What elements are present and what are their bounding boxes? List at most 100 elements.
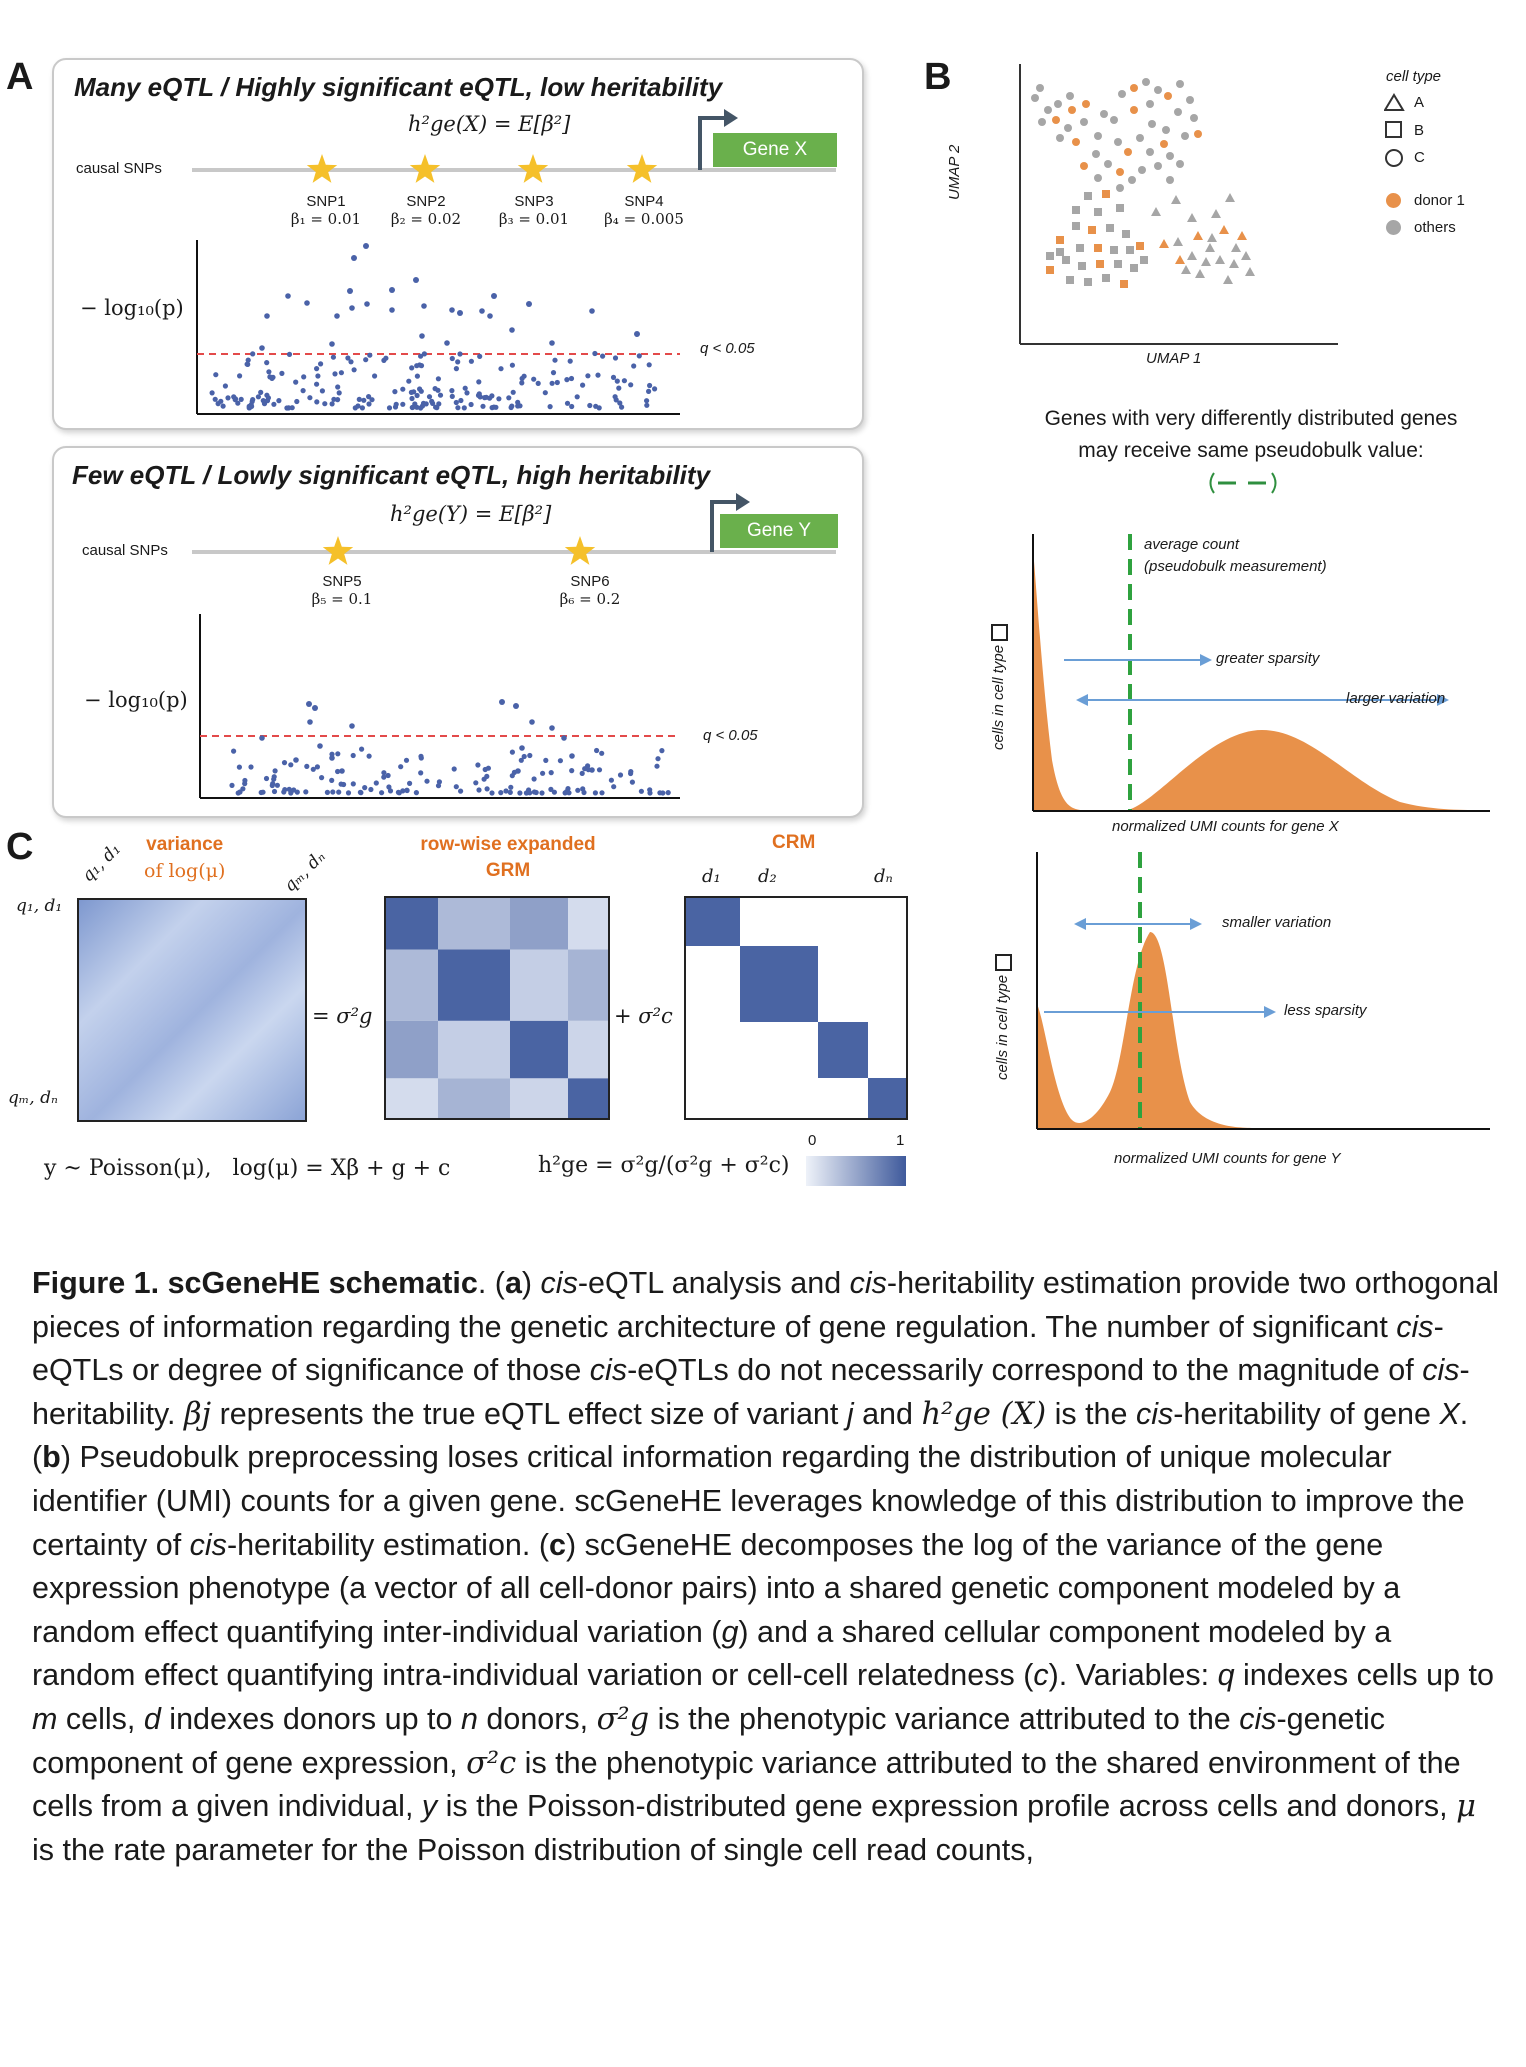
dist-x-arrow1-label: greater sparsity [1216,650,1320,667]
snp-point [414,373,420,379]
cell-point [1164,92,1172,100]
cell-point [1148,120,1156,128]
crm-block [740,946,818,1022]
snp-point-significant [347,288,353,294]
snp-point [272,768,278,774]
distribution-y-plot [1036,852,1490,1130]
snp-point-significant [363,243,369,249]
cell-point [1166,176,1174,184]
grm-label: row-wise expanded GRM [388,832,628,884]
caption-text: -eQTLs or degree of significance of thos… [32,1309,1444,1388]
crm-idx-d2: d₂ [758,866,777,887]
snp-point [250,351,256,357]
cell-point [1195,269,1205,278]
snp-point [213,372,219,378]
caption-text: -heritability of gene [1173,1396,1440,1431]
panel-b-heading-line1: Genes with very differently distributed … [1044,407,1458,430]
snp-point [237,373,243,379]
cell-point [1207,233,1217,242]
idx-qmdn-row: qₘ, dₙ [8,1088,58,1108]
snp-point [449,355,455,362]
caption-text: . ( [477,1266,505,1300]
snp-point-significant [526,301,532,307]
snp-point [517,790,523,796]
colorbar-max: 1 [896,1132,905,1149]
snp-point [599,750,605,756]
snp-point [421,351,427,357]
snp-point [489,790,495,796]
snp-point [345,355,351,361]
variance-label-line2: of log(μ) [144,860,226,882]
snp-point [479,308,485,314]
snp-point [285,405,291,411]
snp-point [307,719,313,725]
arrow-right-icon [1190,918,1202,930]
snp-point [220,403,226,409]
snp-point [579,770,585,776]
snp-point [596,405,602,411]
snp-point [646,388,652,394]
snp-point [418,363,425,369]
snp-point [509,327,515,333]
avg-count-label: average count [1144,536,1240,553]
distribution-y-fill [1037,932,1260,1128]
snp-point [242,777,248,784]
caption-text: ). Variables: [1048,1658,1218,1693]
cell-point [1231,243,1241,252]
caption-text: ) Pseudobulk preprocessing loses critica… [32,1440,1465,1562]
snp-point [393,401,399,407]
cell-point [1084,192,1092,200]
dist-x-ylabel-text: cells in cell type [990,644,1007,750]
arrow-right-icon [1264,1006,1276,1018]
snp-point [436,779,442,785]
snp-point [335,384,341,390]
cell-point [1146,100,1154,108]
snp-point [521,753,527,760]
grm-cell [384,1020,438,1079]
gene-y-box: Gene Y [720,514,838,548]
panel-a-letter: A [6,56,34,98]
panel-a-bottom-title: Few eQTL / Lowly significant eQTL, high … [72,460,711,490]
snp-point [498,790,504,796]
snp-point [554,379,560,386]
cell-point [1130,264,1138,272]
cell-point [1096,260,1104,268]
caption-text: represents the true eQTL effect size of … [211,1396,847,1431]
snp-point [638,788,645,794]
snp-point [449,393,455,399]
legend-others-dot [1386,220,1401,235]
snp-point [338,781,344,787]
distribution-x-fill [1033,550,1480,810]
grm-cell [384,949,438,1021]
crm-idx-d1: d₁ [702,866,721,887]
snp-point [575,787,581,793]
snp-point [619,404,625,410]
snp-point [565,786,571,792]
snp-point [332,371,338,377]
panel-a-top-title: Many eQTL / Highly significant eQTL, low… [74,72,723,102]
grm-label-line1: row-wise expanded [420,834,596,855]
crm-label: CRM [772,832,816,853]
caption-text: ) scGeneHE decomposes the log of the var… [32,1527,1401,1649]
snp-point [345,790,352,796]
snp-point [266,369,272,375]
snp-point [264,313,270,319]
cell-point [1229,259,1239,268]
snp-point [557,758,563,764]
umap-ylabel: UMAP 2 [946,144,963,200]
snp-point [339,768,345,774]
caption-italic: h²ge (X) [921,1396,1047,1432]
sigma-g-label: = σ²g [312,1004,373,1028]
snp-point [569,403,575,410]
snp-point [480,403,486,409]
snp-point [350,752,356,759]
snp-point [549,380,555,386]
snp-point [238,396,244,402]
panel-a-bottom-graphic [192,493,836,799]
snp-point [535,380,541,386]
caption-text: -heritability. [32,1353,1470,1431]
snp-point [458,788,464,794]
grm-cell [510,1020,568,1079]
snp-point [561,735,567,741]
snp-point [258,789,264,796]
